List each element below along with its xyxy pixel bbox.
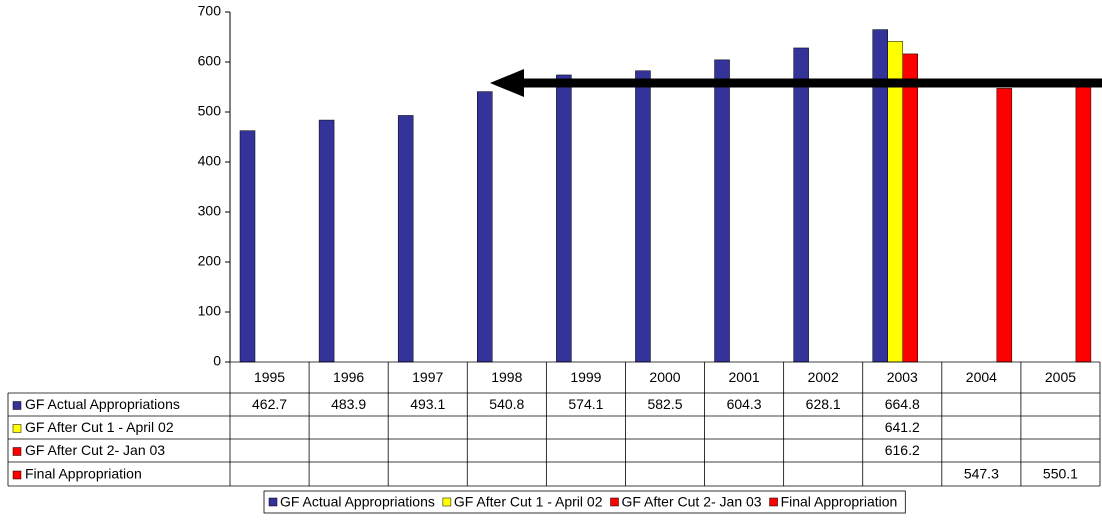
table-cell: 616.2 [885,442,920,458]
table-cell: 582.5 [647,396,682,412]
x-tick-label: 2005 [1045,369,1076,385]
table-cell: 628.1 [806,396,841,412]
table-legend-key [12,447,22,456]
y-tick-label: 100 [198,303,222,319]
table-cell: 641.2 [885,419,920,435]
y-tick-label: 200 [198,253,222,269]
table-legend-key [12,470,22,480]
x-tick-label: 2002 [808,369,839,385]
bar [318,119,335,363]
y-tick-label: 500 [198,103,222,119]
legend-label: GF After Cut 2- Jan 03 [622,494,762,510]
arrow-annotation [490,69,1102,97]
x-tick-label: 1999 [570,369,601,385]
x-tick-label: 2001 [729,369,760,385]
legend-key [610,497,619,507]
x-tick-label: 2004 [966,369,997,385]
data-table: 1995 1996 1997 1998 1999 2000 2001 2002 2003 2004… [7,361,1101,487]
y-tick-label: 700 [198,3,222,19]
x-tick-label: 2003 [887,369,918,385]
x-tick-label: 1996 [333,369,364,385]
bar [714,59,730,363]
bar [902,53,918,363]
y-tick-label: 600 [198,53,222,69]
y-tick-label: 300 [198,203,222,219]
table-row-label: Final Appropriation [25,466,142,482]
bar [793,47,809,363]
legend-label: Final Appropriation [781,494,898,510]
legend: GF Actual Appropriations GF After Cut 1 -… [263,490,906,514]
table-cell: 574.1 [568,396,603,412]
bars [239,29,1092,363]
x-tick-label: 2000 [649,369,680,385]
bar [239,130,256,363]
x-tick-label: 1995 [254,369,285,385]
legend-key [769,497,778,507]
table-cell: 462.7 [252,396,287,412]
table-legend-key [12,401,22,410]
bar [635,70,651,363]
arrow-head [490,69,524,97]
table-cell: 540.8 [489,396,524,412]
bar [1075,86,1092,363]
table-cell: 547.3 [964,466,999,482]
table-cell: 604.3 [727,396,762,412]
legend-box [263,490,906,514]
bar [397,115,414,363]
legend-key [442,497,452,507]
bar [996,88,1013,363]
y-tick-label: 0 [213,353,221,369]
table-cell: 664.8 [885,396,920,412]
table-legend-key [12,424,22,433]
x-tick-label: 1998 [491,369,522,385]
bar [887,41,903,363]
legend-label: GF After Cut 1 - April 02 [454,494,603,510]
table-cell: 550.1 [1043,466,1078,482]
table-cell: 493.1 [410,396,445,412]
bar [477,91,493,363]
table-row-label: GF After Cut 1 - April 02 [25,419,174,435]
x-tick-label: 1997 [412,369,443,385]
table-cell: 483.9 [331,396,366,412]
legend-key [268,497,278,507]
y-tick-label: 400 [198,153,222,169]
legend-label: GF Actual Appropriations [280,494,435,510]
bar [556,74,572,363]
table-row-label: GF After Cut 2- Jan 03 [25,442,165,458]
table-row-label: GF Actual Appropriations [25,396,180,412]
